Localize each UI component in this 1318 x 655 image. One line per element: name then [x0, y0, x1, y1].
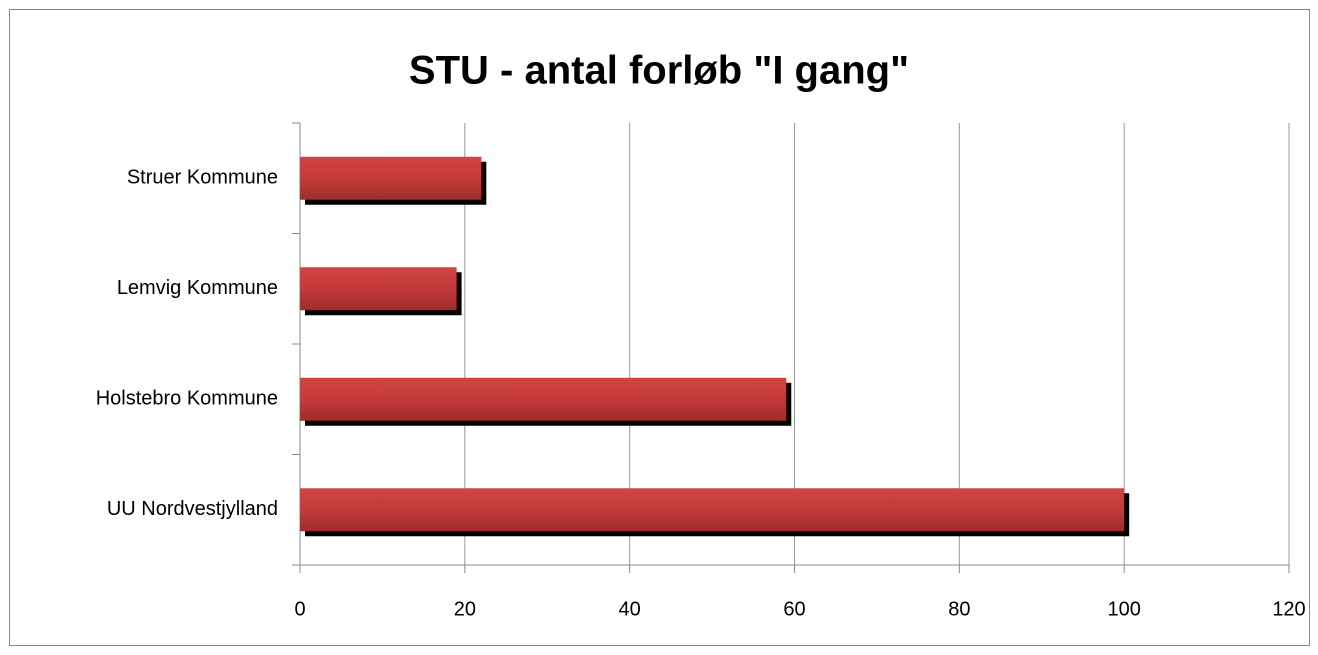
x-tick-label: 100: [1107, 598, 1140, 620]
y-tick-label: Holstebro Kommune: [96, 388, 278, 410]
bar: [300, 377, 787, 421]
x-tick-label: 60: [783, 598, 805, 620]
y-tick-label: Lemvig Kommune: [117, 277, 278, 299]
y-tick-label: UU Nordvestjylland: [107, 498, 278, 520]
x-tick-label: 80: [948, 598, 970, 620]
bar: [300, 488, 1125, 532]
y-tick-label: Struer Kommune: [127, 167, 278, 189]
bar: [300, 267, 457, 311]
chart-title: STU - antal forløb "I gang": [409, 49, 909, 93]
bar: [300, 156, 482, 200]
x-tick-label: 0: [294, 598, 305, 620]
chart-border: [9, 9, 1310, 646]
x-tick-label: 120: [1272, 598, 1305, 620]
x-tick-label: 40: [619, 598, 641, 620]
x-tick-label: 20: [454, 598, 476, 620]
